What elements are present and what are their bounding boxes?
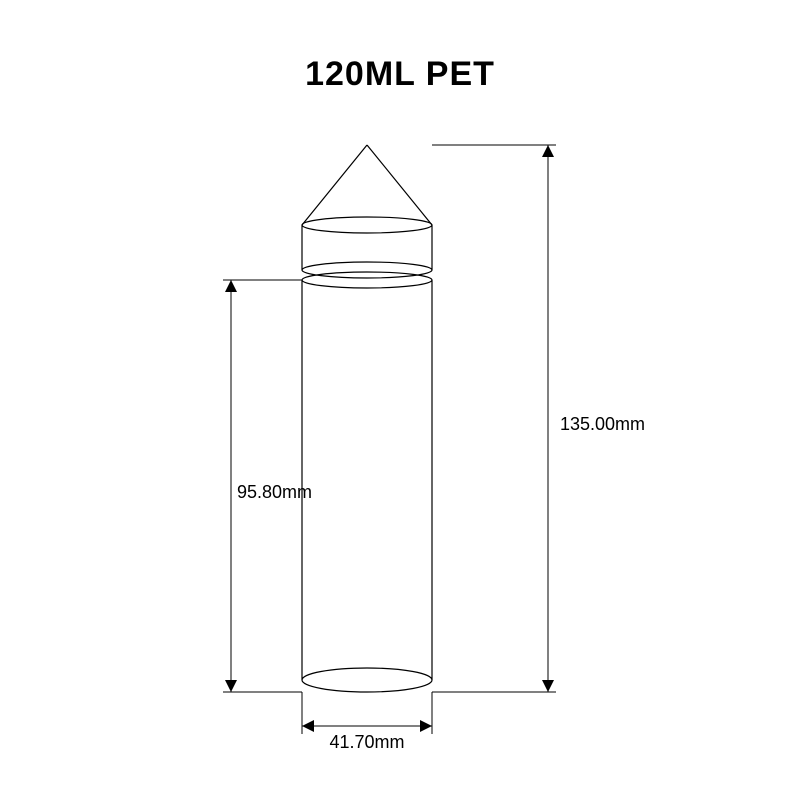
- arrowhead: [542, 680, 554, 692]
- dim-label-body-height: 95.80mm: [237, 482, 312, 502]
- dim-label-width: 41.70mm: [329, 732, 404, 752]
- cone-right: [367, 145, 432, 225]
- dim-label-total-height: 135.00mm: [560, 414, 645, 434]
- body-bottom-ellipse: [302, 668, 432, 692]
- bottle-drawing: 135.00mm 95.80mm 41.70mm: [0, 0, 800, 800]
- neck-ellipse: [302, 262, 432, 278]
- cone-left: [302, 145, 367, 225]
- arrowhead: [420, 720, 432, 732]
- arrowhead: [225, 280, 237, 292]
- body-top-ellipse: [302, 272, 432, 288]
- arrowhead: [225, 680, 237, 692]
- cap-top-ellipse: [302, 217, 432, 233]
- arrowhead: [302, 720, 314, 732]
- arrowhead: [542, 145, 554, 157]
